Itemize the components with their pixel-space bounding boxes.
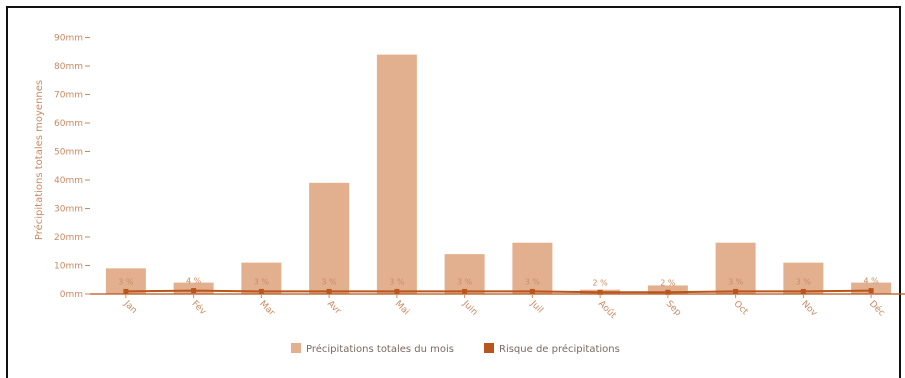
y-tick-label: 10mm (54, 262, 83, 272)
risk-value-label: 3 % (389, 277, 405, 286)
bar (512, 242, 553, 294)
legend-swatch-risk (484, 343, 494, 353)
y-tick-label: 20mm (54, 233, 83, 243)
risk-point (529, 288, 535, 294)
risk-point (394, 288, 400, 294)
x-tick-label: Jan (121, 298, 139, 316)
y-tick-label: 80mm (54, 62, 83, 72)
bar (444, 254, 485, 294)
bar (783, 262, 824, 294)
risk-value-label: 3 % (728, 277, 744, 286)
x-axis: Jan Fév Mar Avr Mai Juin Juil Août Sep Oct Nov Déc (90, 293, 905, 321)
y-axis-title: Précipitations totales moyennes (33, 80, 45, 240)
legend-swatch-bars (291, 343, 301, 353)
x-tick-label: Déc (867, 298, 887, 318)
risk-point (733, 288, 739, 294)
legend: Précipitations totales du mois Risque de… (291, 343, 620, 355)
y-tick-label: 30mm (54, 205, 83, 215)
y-tick-label: 90mm (54, 34, 83, 44)
risk-point (665, 289, 671, 295)
y-tick-label: 50mm (54, 148, 83, 158)
bar (715, 242, 756, 294)
bar (376, 54, 417, 294)
bar (241, 262, 282, 294)
risk-point (800, 288, 806, 294)
risk-point (123, 288, 129, 294)
bar (309, 182, 350, 294)
risk-point (597, 289, 603, 295)
x-tick-label: Mar (257, 299, 276, 318)
risk-point (258, 288, 264, 294)
risk-value-label: 3 % (254, 277, 270, 286)
risk-value-label: 3 % (457, 277, 473, 286)
risk-value-label: 2 % (593, 278, 609, 287)
rain-risk-series: 3 % 4 % 3 % 3 % 3 % 3 % 3 % 2 % 2 % 3 % 3 % 4 % (118, 277, 879, 295)
risk-point (868, 288, 874, 294)
risk-value-label: 2 % (660, 278, 676, 287)
x-tick-label: Nov (799, 299, 819, 319)
legend-label-risk: Risque de précipitations (499, 343, 620, 355)
x-tick-label: Juil (528, 298, 545, 315)
risk-value-label: 3 % (796, 277, 812, 286)
risk-point (326, 288, 332, 294)
bars-series (105, 54, 892, 294)
x-tick-label: Août (596, 299, 618, 321)
risk-value-label: 3 % (525, 277, 541, 286)
x-tick-label: Sep (664, 299, 683, 318)
risk-line (125, 289, 872, 294)
risk-point (462, 288, 468, 294)
x-tick-label: Avr (325, 299, 343, 317)
chart-frame (6, 6, 901, 378)
y-axis: 0mm 10mm 20mm 30mm 40mm 50mm 60mm 70mm 80mm 90mm (54, 34, 90, 300)
y-tick-label: 70mm (54, 91, 83, 101)
x-tick-label: Mai (393, 299, 411, 317)
risk-value-label: 3 % (322, 277, 338, 286)
y-tick-label: 0mm (60, 290, 83, 300)
risk-value-label: 4 % (186, 277, 202, 286)
bar (647, 285, 688, 294)
risk-value-label: 3 % (118, 277, 134, 286)
risk-value-label: 4 % (864, 277, 880, 286)
x-tick-label: Fév (190, 298, 209, 317)
legend-label-bars: Précipitations totales du mois (306, 343, 454, 355)
y-tick-label: 40mm (54, 176, 83, 186)
x-tick-label: Juin (460, 298, 480, 318)
x-tick-label: Oct (732, 299, 750, 317)
y-tick-label: 60mm (54, 119, 83, 129)
risk-point (191, 288, 197, 294)
